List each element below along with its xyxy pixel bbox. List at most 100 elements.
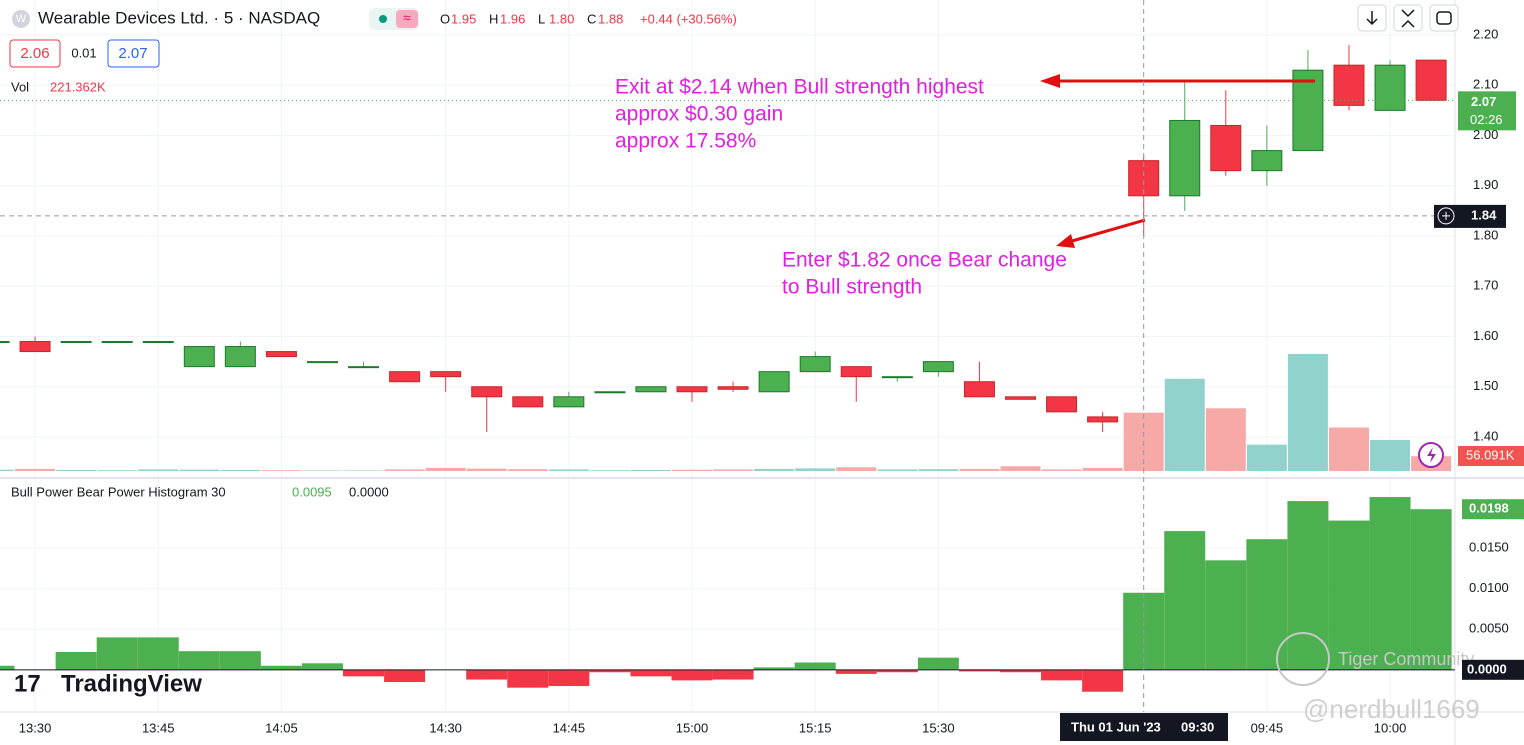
candle-body bbox=[1333, 64, 1365, 106]
volume-bar bbox=[1287, 354, 1328, 471]
histogram-bar bbox=[1246, 539, 1288, 670]
histogram-bar bbox=[301, 663, 343, 670]
ohlc-legend: O 1.95 H 1.96 L 1.80 C 1.88 bbox=[440, 11, 623, 26]
histogram-bar bbox=[794, 662, 836, 670]
symbol-title[interactable]: Wearable Devices Ltd. · 5 · NASDAQ bbox=[38, 8, 320, 27]
candle-body bbox=[1210, 124, 1242, 172]
volume-bar bbox=[384, 469, 425, 471]
y-tick-label: 1.70 bbox=[1473, 278, 1498, 293]
candle-body bbox=[512, 396, 544, 408]
volume-bar bbox=[1328, 427, 1369, 471]
fullscreen-button[interactable] bbox=[1429, 4, 1459, 32]
volume-bar bbox=[220, 469, 261, 471]
histogram-bar bbox=[55, 651, 97, 670]
candle-body bbox=[676, 386, 708, 393]
candle-body bbox=[1251, 150, 1283, 172]
candle-body bbox=[265, 351, 297, 358]
candle-body bbox=[142, 341, 174, 344]
histogram-bar bbox=[219, 651, 261, 670]
x-tick-label: 15:30 bbox=[922, 720, 955, 735]
volume-bar bbox=[1205, 408, 1246, 471]
histogram-bar bbox=[137, 637, 179, 670]
volume-bar bbox=[302, 470, 343, 471]
volume-bar bbox=[713, 469, 754, 471]
ohlc-key: H bbox=[489, 11, 498, 26]
volume-bar bbox=[630, 469, 671, 471]
histogram-bar bbox=[958, 669, 1000, 672]
ask: 2.07 bbox=[118, 45, 147, 62]
candle-body bbox=[840, 366, 872, 378]
y-tick-label: 2.20 bbox=[1473, 26, 1498, 41]
bid: 2.06 bbox=[20, 45, 49, 62]
histogram-bar bbox=[260, 665, 302, 670]
histogram-bar bbox=[917, 657, 959, 670]
y-tick-label: 1.40 bbox=[1473, 428, 1498, 443]
candle-body bbox=[1169, 119, 1201, 197]
candle-body bbox=[635, 386, 667, 393]
candle-body bbox=[881, 376, 913, 379]
histogram-bar bbox=[753, 667, 795, 670]
x-tick-label: 09:45 bbox=[1251, 720, 1284, 735]
fullscreen-icon bbox=[1436, 11, 1452, 25]
axes: 13:30 13:45 14:05 14:30 14:45 15:00 15:15 15:30… bbox=[0, 26, 1509, 735]
buy-button[interactable] bbox=[107, 39, 160, 68]
candle-body bbox=[19, 341, 51, 353]
zero-badge-label: 0.0000 bbox=[1467, 661, 1507, 676]
y-tick-label: 1.90 bbox=[1473, 177, 1498, 192]
histogram-bar bbox=[1369, 497, 1411, 670]
histogram-bar bbox=[1000, 669, 1041, 673]
candle-body bbox=[1415, 59, 1447, 101]
histogram-bar bbox=[1205, 560, 1247, 670]
volume-bar bbox=[1246, 444, 1287, 471]
alert-bolt bbox=[1427, 447, 1436, 463]
volume-bar bbox=[179, 469, 220, 471]
volume-bar bbox=[836, 467, 877, 471]
indicator-value: 0.0000 bbox=[349, 484, 389, 499]
y-tick-label: 0.0100 bbox=[1469, 580, 1509, 595]
spread: 0.01 bbox=[71, 45, 96, 60]
volume-bar bbox=[507, 469, 548, 471]
enter-arrow bbox=[1071, 218, 1146, 243]
candle-body bbox=[922, 361, 954, 373]
y-tick-label: 1.50 bbox=[1473, 378, 1498, 393]
candle-body bbox=[1087, 416, 1119, 423]
candle-body bbox=[348, 366, 380, 369]
histogram-bar bbox=[1287, 501, 1329, 670]
data-status bbox=[396, 10, 418, 28]
candle-body bbox=[101, 341, 133, 344]
volume-bar bbox=[97, 470, 138, 471]
ohlc-key: L bbox=[538, 11, 545, 26]
ohlc-value: 1.80 bbox=[549, 11, 574, 26]
histogram-bar bbox=[1328, 520, 1370, 670]
candle-body bbox=[224, 346, 256, 368]
marks bbox=[0, 45, 1452, 692]
y-tick-label: 1.60 bbox=[1473, 328, 1498, 343]
histogram-bar bbox=[630, 669, 672, 677]
ohlc-value: 1.88 bbox=[598, 11, 623, 26]
candle-body bbox=[717, 386, 749, 390]
volume bbox=[0, 354, 1452, 471]
histogram-bar bbox=[1082, 669, 1124, 692]
volume-bar bbox=[1041, 469, 1082, 471]
candle-body bbox=[1046, 396, 1078, 413]
logo-mark: 17 bbox=[14, 670, 41, 697]
crosshair-price: 1.84 bbox=[1471, 207, 1497, 222]
data-status-icon: ≈ bbox=[403, 10, 411, 26]
collapse-icon bbox=[1401, 9, 1415, 28]
indicator-legend: Bull Power Bear Power Histogram 30 bbox=[11, 484, 226, 499]
sell-button[interactable] bbox=[9, 39, 61, 68]
histogram-bar bbox=[1164, 531, 1206, 670]
volume-bar bbox=[0, 469, 14, 471]
histogram-bar bbox=[589, 669, 631, 673]
candle-body bbox=[758, 371, 790, 393]
countdown: 02:26 bbox=[1470, 112, 1503, 127]
symbol-icon bbox=[12, 10, 30, 28]
volume-bar bbox=[548, 469, 589, 471]
collapse-button[interactable] bbox=[1393, 4, 1423, 32]
candle-body bbox=[1005, 396, 1036, 400]
volume-bar bbox=[56, 469, 97, 471]
y-tick-label: 2.10 bbox=[1473, 77, 1498, 92]
volume-badge bbox=[1458, 446, 1524, 466]
